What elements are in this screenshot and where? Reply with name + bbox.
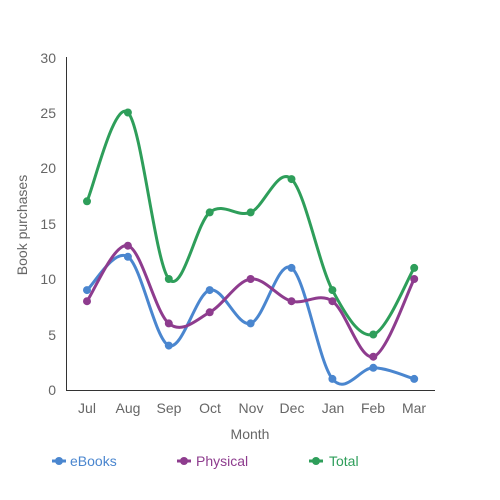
data-point-ebooks-oct[interactable]: [205, 286, 214, 295]
data-point-total-jul[interactable]: [83, 197, 91, 206]
series-line-physical: [85, 244, 416, 359]
series-ebooks: [83, 252, 419, 386]
y-tick-label: 5: [48, 327, 56, 343]
data-point-total-feb[interactable]: [369, 330, 378, 339]
x-tick-label: Aug: [116, 400, 141, 416]
data-point-ebooks-jan[interactable]: [328, 374, 337, 383]
y-tick-label: 30: [40, 50, 56, 66]
data-point-physical-jan[interactable]: [328, 297, 337, 306]
data-point-total-jan[interactable]: [328, 286, 337, 295]
data-point-total-oct[interactable]: [205, 208, 214, 217]
legend-marker: [55, 457, 63, 465]
legend: eBooks Physical Total: [52, 453, 359, 469]
legend-marker: [180, 457, 188, 465]
x-axis-title: Month: [231, 426, 270, 442]
x-axis-ticks: Jul Aug Sep Oct Nov Dec Jan Feb Mar: [78, 400, 426, 416]
data-point-physical-feb[interactable]: [369, 352, 378, 361]
x-tick-label: Nov: [239, 400, 264, 416]
legend-label: Total: [329, 453, 359, 469]
legend-marker: [312, 457, 320, 465]
data-point-ebooks-aug[interactable]: [123, 252, 132, 261]
data-point-total-dec[interactable]: [287, 175, 296, 184]
legend-label: eBooks: [70, 453, 117, 469]
series-layer: [83, 108, 419, 386]
y-axis-title: Book purchases: [14, 175, 30, 275]
data-point-physical-nov[interactable]: [246, 275, 255, 283]
legend-item-physical[interactable]: Physical: [177, 453, 248, 469]
data-point-ebooks-jul[interactable]: [83, 286, 91, 295]
y-tick-label: 0: [48, 382, 56, 398]
data-point-total-mar[interactable]: [410, 263, 419, 272]
legend-item-total[interactable]: Total: [309, 453, 359, 469]
data-point-ebooks-feb[interactable]: [369, 363, 378, 372]
legend-item-ebooks[interactable]: eBooks: [52, 453, 117, 469]
legend-label: Physical: [196, 453, 248, 469]
y-axis-ticks: 0 5 10 15 20 25 30: [40, 50, 56, 398]
data-point-ebooks-dec[interactable]: [287, 263, 296, 272]
data-point-physical-mar[interactable]: [410, 275, 419, 283]
x-tick-label: Oct: [199, 400, 221, 416]
data-point-total-sep[interactable]: [164, 275, 173, 283]
data-point-ebooks-sep[interactable]: [164, 341, 173, 350]
data-point-physical-dec[interactable]: [287, 297, 296, 306]
y-tick-label: 10: [40, 271, 56, 287]
series-line-total: [85, 109, 416, 337]
y-tick-label: 20: [40, 160, 56, 176]
x-tick-label: Jan: [322, 400, 345, 416]
data-point-total-nov[interactable]: [246, 208, 255, 217]
data-point-physical-oct[interactable]: [205, 308, 214, 317]
data-point-physical-aug[interactable]: [123, 241, 132, 250]
x-tick-label: Jul: [78, 400, 96, 416]
series-physical: [83, 241, 419, 361]
data-point-ebooks-nov[interactable]: [246, 319, 255, 328]
x-tick-label: Mar: [402, 400, 426, 416]
x-tick-label: Dec: [280, 400, 305, 416]
data-point-physical-jul[interactable]: [83, 297, 91, 306]
data-point-physical-sep[interactable]: [164, 319, 173, 328]
data-point-ebooks-mar[interactable]: [410, 374, 419, 383]
y-tick-label: 15: [40, 216, 56, 232]
data-point-total-aug[interactable]: [123, 108, 132, 117]
x-tick-label: Feb: [361, 400, 385, 416]
series-total: [83, 108, 419, 339]
y-tick-label: 25: [40, 105, 56, 121]
x-tick-label: Sep: [157, 400, 182, 416]
